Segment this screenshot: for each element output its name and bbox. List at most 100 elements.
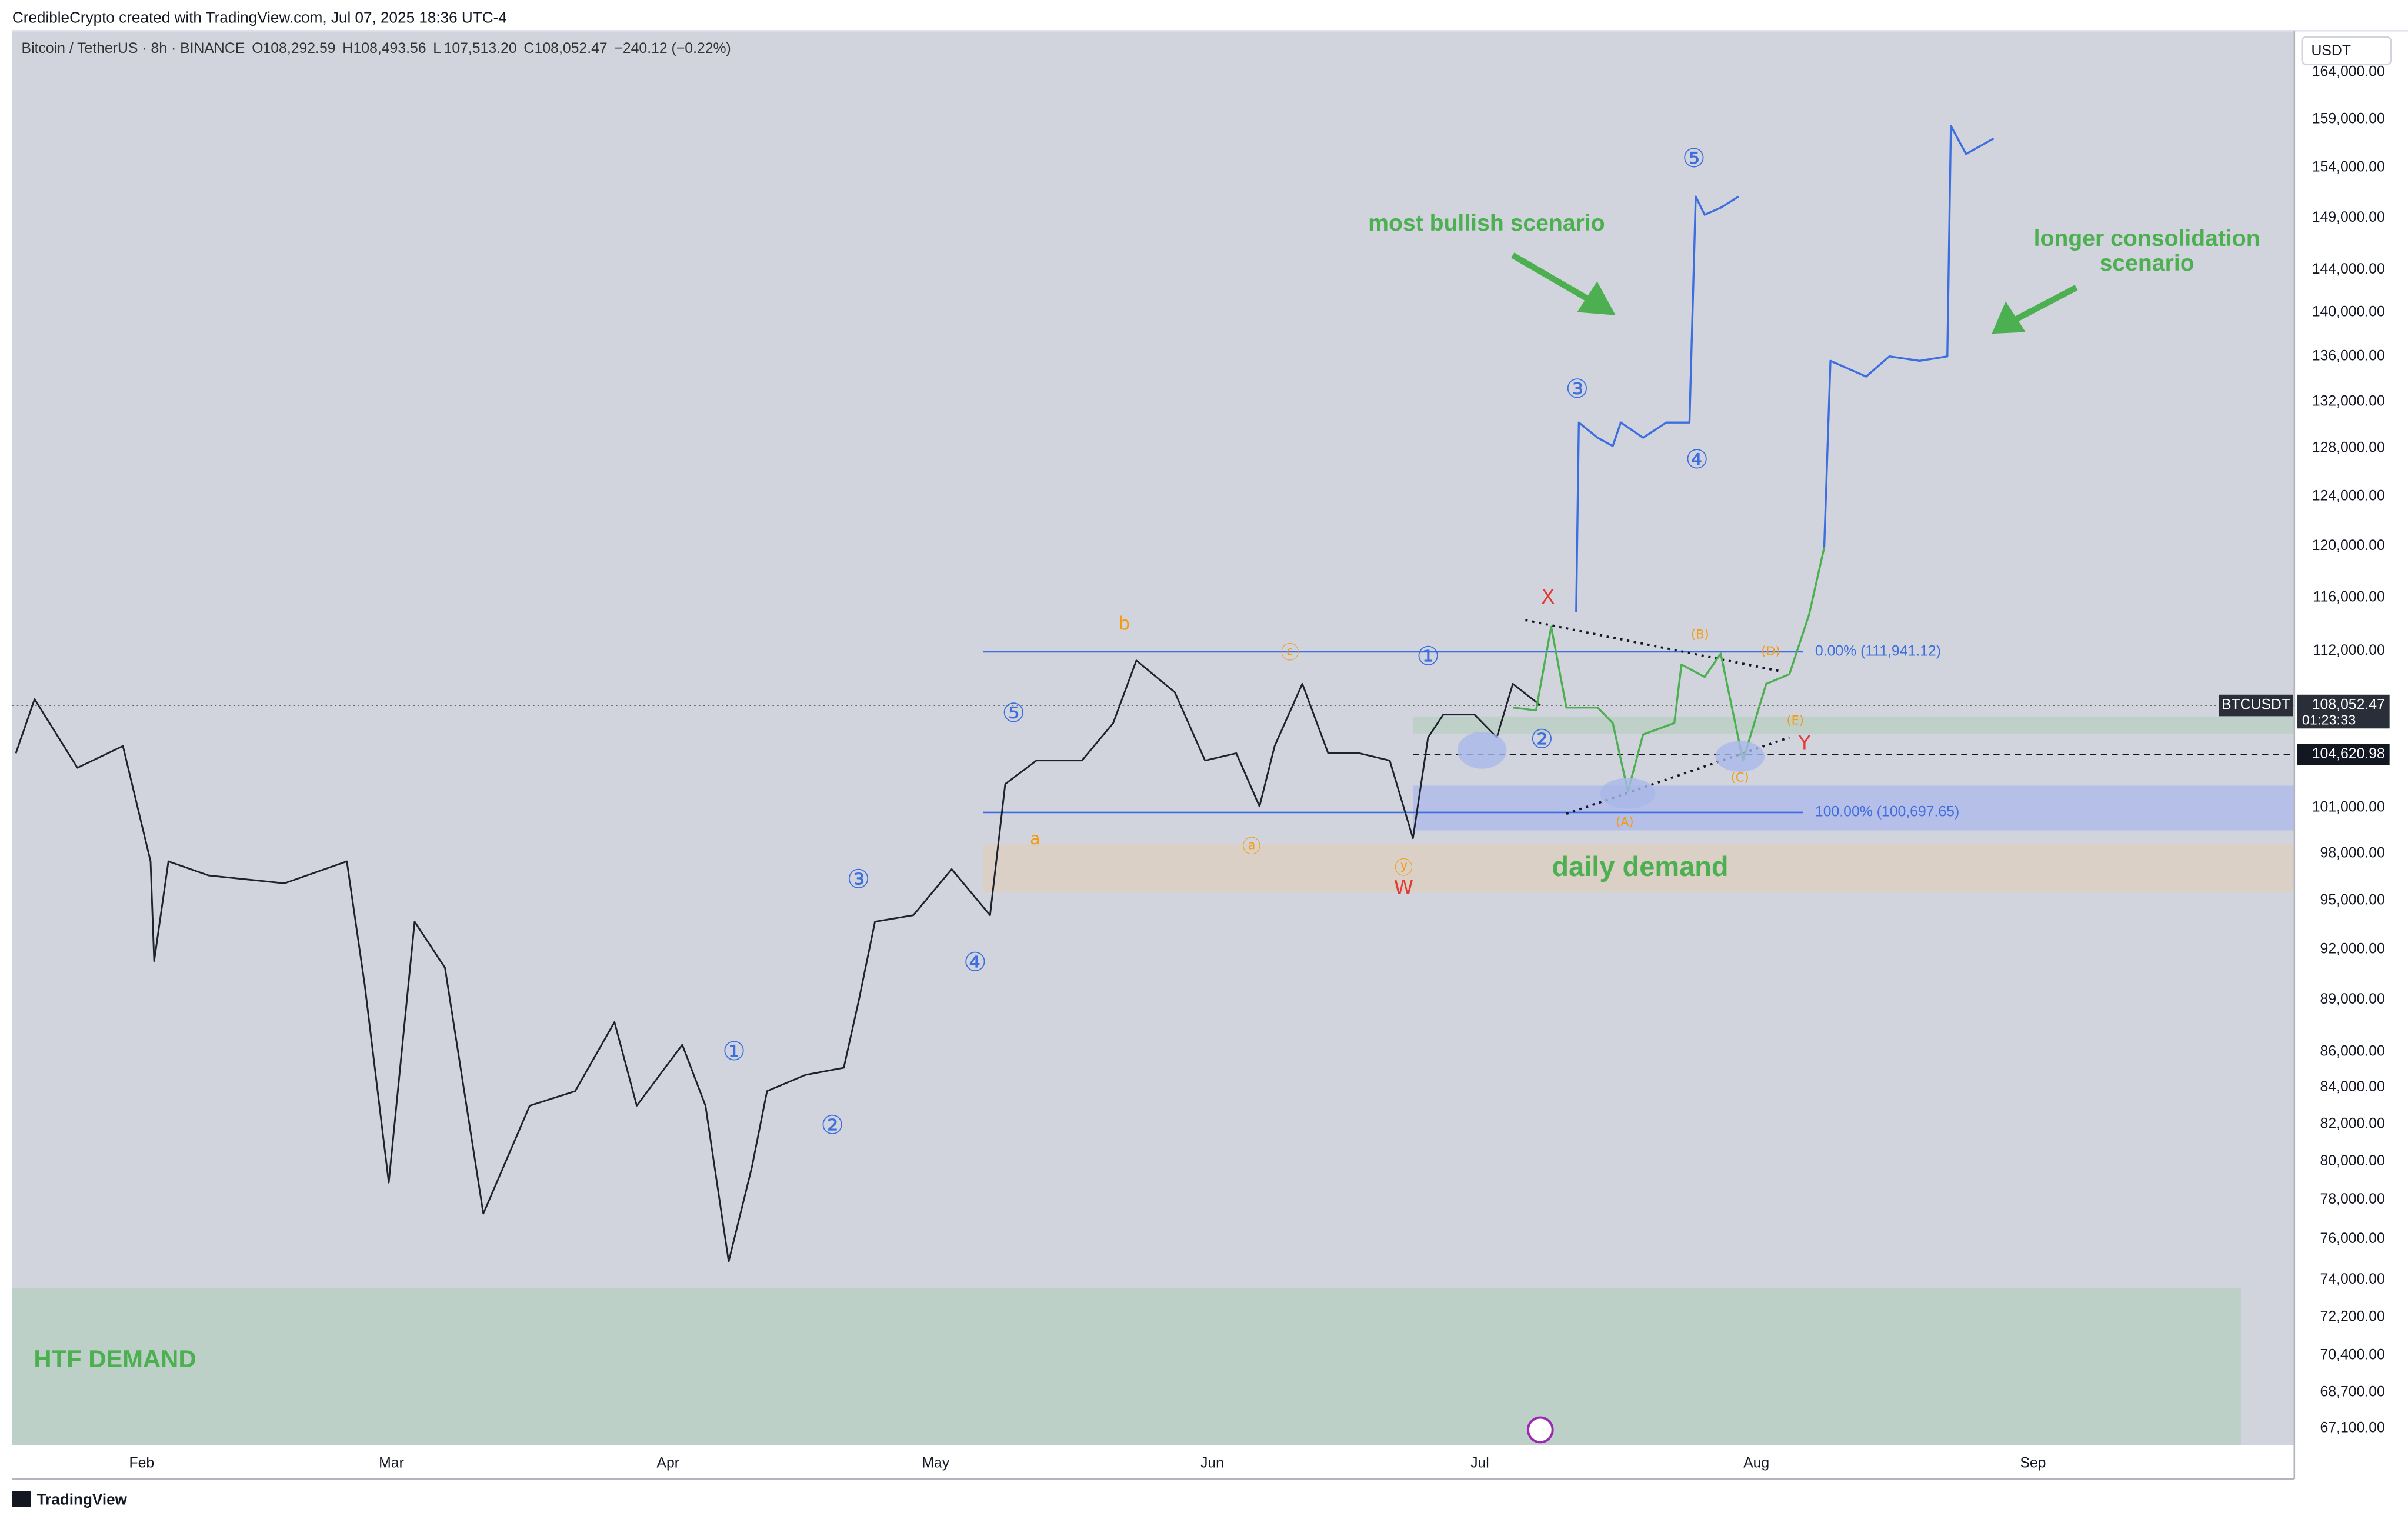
pattern-blob <box>1715 741 1765 772</box>
logo <box>12 1491 31 1507</box>
arrow-head <box>1577 281 1616 315</box>
arrow-shaft <box>2013 285 2078 323</box>
y-tick-label: 124,000.00 <box>2312 488 2385 504</box>
y-tick-label: 78,000.00 <box>2320 1191 2385 1207</box>
trendline <box>1566 736 1790 815</box>
countdown: 01:23:33 <box>2302 712 2356 727</box>
chart-title: Bitcoin / TetherUS · 8h · BINANCE <box>22 41 245 56</box>
y-tick-label: 149,000.00 <box>2312 209 2385 225</box>
wave-label: (E) <box>1786 714 1803 728</box>
y-tick-label: 159,000.00 <box>2312 111 2385 126</box>
wave-label: ① <box>1416 642 1440 672</box>
marked-price-label: 104,620.98 <box>2312 746 2385 762</box>
ohlc-key: L <box>433 41 441 56</box>
y-tick-label: 120,000.00 <box>2312 538 2385 554</box>
x-tick-label: Sep <box>2020 1455 2046 1471</box>
y-tick-label: 84,000.00 <box>2320 1079 2385 1095</box>
wave-label: (A) <box>1616 815 1634 829</box>
y-tick-label: 70,400.00 <box>2320 1347 2385 1363</box>
y-tick-label: 132,000.00 <box>2312 393 2385 409</box>
projection-line <box>1575 195 1739 612</box>
y-tick-label: 68,700.00 <box>2320 1384 2385 1400</box>
pattern-blob <box>1457 731 1507 769</box>
y-tick-label: 74,000.00 <box>2320 1271 2385 1287</box>
ohlc-key: C <box>523 41 534 56</box>
pattern-blob <box>1600 778 1656 809</box>
wave-label: (D) <box>1761 644 1780 658</box>
footer: TradingView <box>37 1491 128 1508</box>
arrow <box>1992 285 2078 334</box>
wave-label: ③ <box>847 864 871 894</box>
zone <box>12 1288 2241 1445</box>
wave-label: (C) <box>1731 770 1749 784</box>
y-tick-label: 136,000.00 <box>2312 348 2385 364</box>
y-tick-label: 112,000.00 <box>2313 642 2385 658</box>
annotation: daily demand <box>1552 851 1728 882</box>
currency[interactable]: USDT <box>2312 43 2351 59</box>
ohlc-key: H <box>342 41 353 56</box>
projection-line <box>1512 547 1826 792</box>
wave-label: ④ <box>963 948 987 978</box>
fib-level-label: 100.00% (100,697.65) <box>1815 804 1959 820</box>
ohlc-value: 107,513.20 <box>444 41 517 56</box>
marked-price-box <box>2297 744 2390 765</box>
last-price-label: 108,052.47 <box>2312 697 2385 713</box>
currency-box[interactable] <box>2301 36 2392 66</box>
y-tick-label: 80,000.00 <box>2320 1153 2385 1169</box>
price-line <box>15 659 1541 1262</box>
annotation: longer consolidation <box>2034 226 2260 251</box>
ohlc-value: 108,292.59 <box>262 41 335 56</box>
wave-label: ① <box>722 1037 746 1067</box>
wave-label: ② <box>1530 725 1554 755</box>
annotation: most bullish scenario <box>1368 211 1605 236</box>
x-tick-label: Feb <box>129 1455 154 1471</box>
x-tick-label: Jul <box>1470 1455 1489 1471</box>
arrow-shaft <box>1511 252 1591 303</box>
events-icon[interactable] <box>1526 1416 1554 1444</box>
wave-label: (B) <box>1691 627 1709 641</box>
x-tick-label: Mar <box>379 1455 404 1471</box>
zone <box>1413 716 2294 734</box>
wave-label: b <box>1118 613 1130 634</box>
y-tick-label: 116,000.00 <box>2313 589 2385 605</box>
zone <box>1413 785 2294 831</box>
trendline <box>1525 619 1782 673</box>
fib-level-label: 0.00% (111,941.12) <box>1815 643 1941 659</box>
axes: 164,000.00 159,000.00 154,000.00 149,000.00… <box>129 64 2390 1471</box>
plot-area <box>12 31 2294 1445</box>
zone <box>983 844 2294 892</box>
y-tick-label: 154,000.00 <box>2312 159 2385 175</box>
y-tick-label: 128,000.00 <box>2312 440 2385 456</box>
x-tick-label: Apr <box>656 1455 679 1471</box>
ohlc-key: O <box>252 41 263 56</box>
wave-label: ⓨ <box>1395 858 1413 879</box>
y-tick-label: 82,000.00 <box>2320 1115 2385 1131</box>
zones <box>12 716 2294 1445</box>
wave-label: ④ <box>1685 445 1709 475</box>
wave-label: Y <box>1798 731 1811 755</box>
y-tick-label: 86,000.00 <box>2320 1043 2385 1059</box>
last-price-box <box>2297 694 2390 729</box>
symbol-label: BTCUSDT <box>2222 697 2290 713</box>
arrow-head <box>1992 301 2026 334</box>
wave-label: ② <box>821 1111 844 1141</box>
y-tick-label: 72,200.00 <box>2320 1309 2385 1325</box>
annotation: scenario <box>2100 251 2194 276</box>
y-tick-label: 144,000.00 <box>2312 261 2385 277</box>
ohlc-change: −240.12 (−0.22%) <box>614 41 731 56</box>
wave-label: ⑤ <box>1002 698 1025 728</box>
wave-label: ⓒ <box>1281 642 1299 664</box>
annotation: HTF DEMAND <box>34 1345 196 1373</box>
y-tick-label: 92,000.00 <box>2320 941 2385 957</box>
wave-label: ⑤ <box>1682 144 1706 174</box>
y-tick-label: 95,000.00 <box>2320 892 2385 908</box>
symbol-box <box>2219 694 2293 717</box>
y-tick-label: 98,000.00 <box>2320 845 2385 861</box>
y-tick-label: 67,100.00 <box>2320 1420 2385 1435</box>
y-tick-label: 101,000.00 <box>2312 800 2385 815</box>
y-tick-label: 89,000.00 <box>2320 991 2385 1007</box>
y-tick-label: 140,000.00 <box>2312 304 2385 320</box>
x-tick-label: Jun <box>1200 1455 1224 1471</box>
